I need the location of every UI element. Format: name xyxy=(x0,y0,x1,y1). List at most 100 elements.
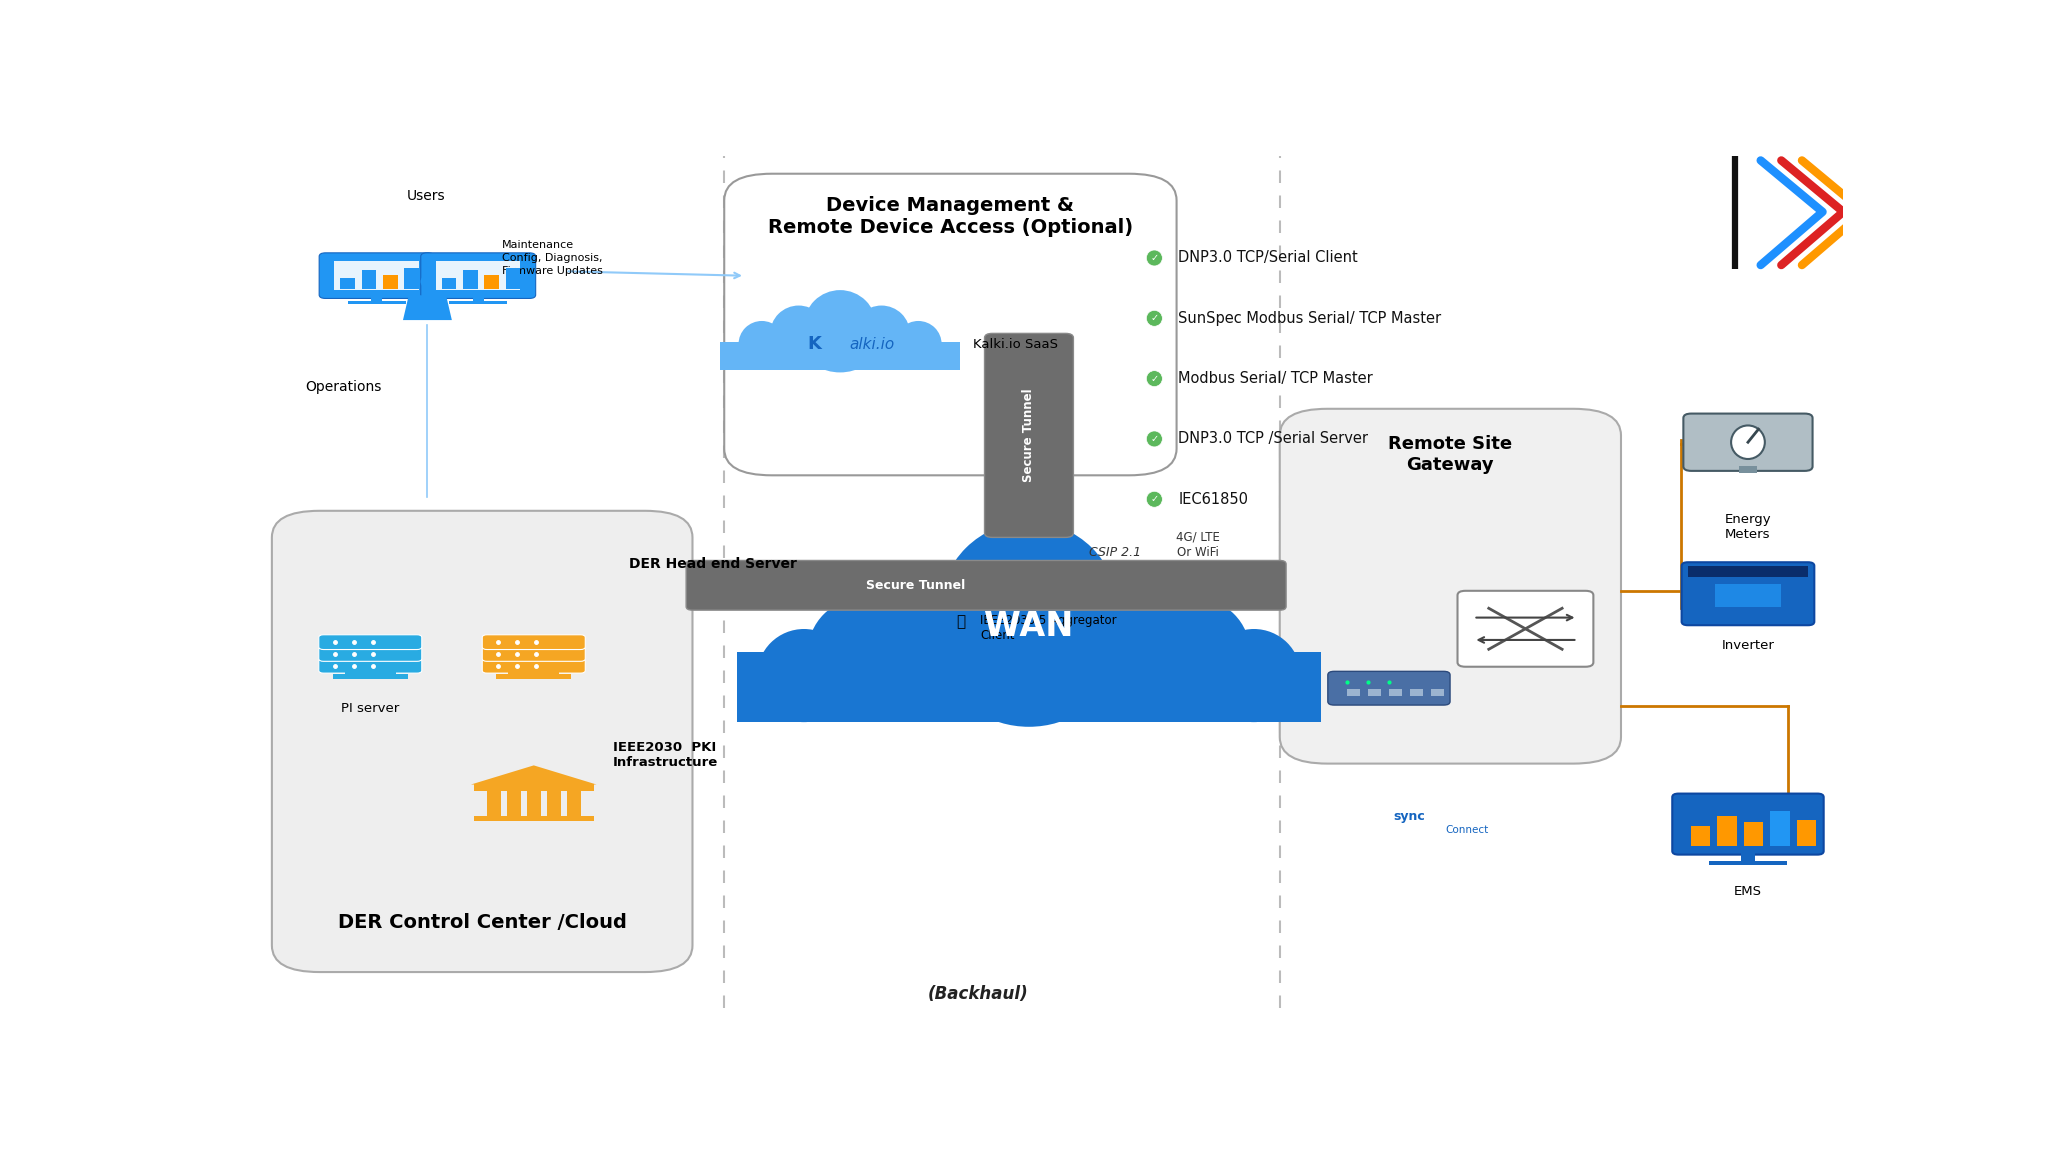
Bar xyxy=(508,790,520,817)
Ellipse shape xyxy=(954,615,1104,727)
FancyBboxPatch shape xyxy=(1327,672,1450,705)
Bar xyxy=(1432,689,1444,696)
Bar xyxy=(1409,689,1423,696)
Text: Connect: Connect xyxy=(1446,825,1489,835)
Text: Energy
Meters: Energy Meters xyxy=(1724,513,1772,540)
Text: Operations: Operations xyxy=(305,380,381,394)
Bar xyxy=(436,262,520,290)
Bar xyxy=(348,302,406,304)
FancyBboxPatch shape xyxy=(319,635,422,650)
Text: ✓: ✓ xyxy=(1151,434,1159,444)
Ellipse shape xyxy=(1147,250,1163,266)
Bar xyxy=(442,278,457,289)
Bar xyxy=(344,673,395,675)
Polygon shape xyxy=(403,295,453,320)
FancyBboxPatch shape xyxy=(319,252,434,298)
FancyBboxPatch shape xyxy=(272,510,692,972)
Ellipse shape xyxy=(854,305,909,362)
Ellipse shape xyxy=(809,598,918,706)
Text: sync: sync xyxy=(1393,810,1425,824)
Bar xyxy=(449,302,508,304)
FancyBboxPatch shape xyxy=(1683,414,1812,471)
Text: Remote Site
Gateway: Remote Site Gateway xyxy=(1389,435,1511,475)
Text: DNP3.0 TCP /Serial Server: DNP3.0 TCP /Serial Server xyxy=(1178,432,1368,447)
Text: WAN: WAN xyxy=(985,609,1073,643)
FancyBboxPatch shape xyxy=(985,333,1073,537)
Bar xyxy=(487,790,500,817)
FancyBboxPatch shape xyxy=(1458,591,1593,667)
Text: Inverter: Inverter xyxy=(1722,639,1774,652)
FancyBboxPatch shape xyxy=(725,174,1176,476)
Text: DER Control Center /Cloud: DER Control Center /Cloud xyxy=(338,914,627,932)
Ellipse shape xyxy=(805,290,877,362)
Bar xyxy=(1348,689,1360,696)
Text: Modbus Serial/ TCP Master: Modbus Serial/ TCP Master xyxy=(1178,371,1372,386)
Ellipse shape xyxy=(770,305,827,362)
Text: (Backhaul): (Backhaul) xyxy=(928,985,1028,1003)
FancyBboxPatch shape xyxy=(1681,562,1815,626)
Bar xyxy=(362,271,377,289)
Bar xyxy=(547,790,561,817)
Text: IEC61850: IEC61850 xyxy=(1178,492,1247,507)
Bar xyxy=(506,268,520,289)
Ellipse shape xyxy=(1141,598,1249,706)
Text: Maintenance
Config, Diagnosis,
Firmware Updates: Maintenance Config, Diagnosis, Firmware … xyxy=(502,240,602,276)
FancyBboxPatch shape xyxy=(686,561,1286,611)
Ellipse shape xyxy=(420,275,434,288)
FancyBboxPatch shape xyxy=(1673,794,1823,855)
Text: ✓: ✓ xyxy=(1151,253,1159,263)
Bar xyxy=(334,262,420,290)
FancyBboxPatch shape xyxy=(1280,409,1622,764)
Bar xyxy=(463,271,477,289)
Text: ✓: ✓ xyxy=(1151,494,1159,505)
Ellipse shape xyxy=(807,326,874,372)
Ellipse shape xyxy=(1731,425,1765,458)
Text: Kalki.io SaaS: Kalki.io SaaS xyxy=(973,338,1059,350)
Bar xyxy=(371,295,383,302)
Bar xyxy=(1389,689,1403,696)
Bar xyxy=(383,275,397,289)
Text: ✅: ✅ xyxy=(956,614,967,629)
Text: CSIP 2.1: CSIP 2.1 xyxy=(1090,546,1141,559)
FancyBboxPatch shape xyxy=(319,658,422,673)
Bar xyxy=(1716,817,1737,846)
Text: Secure Tunnel: Secure Tunnel xyxy=(866,578,965,592)
Bar xyxy=(340,278,354,289)
Text: ✓: ✓ xyxy=(1151,373,1159,384)
Bar xyxy=(526,790,541,817)
Ellipse shape xyxy=(1147,371,1163,387)
Text: 4G/ LTE
Or WiFi: 4G/ LTE Or WiFi xyxy=(1176,531,1219,559)
Ellipse shape xyxy=(895,321,942,367)
Bar xyxy=(1714,584,1782,607)
Bar xyxy=(1708,861,1788,864)
Bar xyxy=(485,275,500,289)
Bar xyxy=(403,268,420,289)
Text: ✓: ✓ xyxy=(1151,313,1159,324)
Text: Users: Users xyxy=(406,189,444,203)
Text: Device Management &
Remote Device Access (Optional): Device Management & Remote Device Access… xyxy=(768,196,1133,237)
Bar xyxy=(1739,465,1757,473)
Text: DER Head end Server: DER Head end Server xyxy=(629,558,797,571)
Bar xyxy=(721,341,961,370)
FancyBboxPatch shape xyxy=(481,646,586,661)
Bar xyxy=(1368,689,1380,696)
Bar xyxy=(496,674,571,679)
FancyBboxPatch shape xyxy=(319,646,422,661)
Text: alki.io: alki.io xyxy=(850,336,895,351)
FancyBboxPatch shape xyxy=(481,658,586,673)
Bar xyxy=(1692,826,1710,846)
Bar xyxy=(473,295,483,302)
Bar xyxy=(737,652,1321,722)
Ellipse shape xyxy=(739,321,784,367)
Text: DNP3.0 TCP/Serial Client: DNP3.0 TCP/Serial Client xyxy=(1178,250,1358,265)
Text: EMS: EMS xyxy=(1735,885,1761,899)
Bar xyxy=(1769,811,1790,846)
Text: PI server: PI server xyxy=(342,702,399,714)
Text: IEEE2030  PKI
Infrastructure: IEEE2030 PKI Infrastructure xyxy=(612,741,719,768)
Bar xyxy=(1796,820,1817,846)
Polygon shape xyxy=(471,765,596,785)
Bar xyxy=(334,674,408,679)
Text: Κ: Κ xyxy=(807,335,821,353)
Ellipse shape xyxy=(1206,629,1300,722)
Text: IEEE2030.5 Aggregator
Client: IEEE2030.5 Aggregator Client xyxy=(981,614,1116,642)
